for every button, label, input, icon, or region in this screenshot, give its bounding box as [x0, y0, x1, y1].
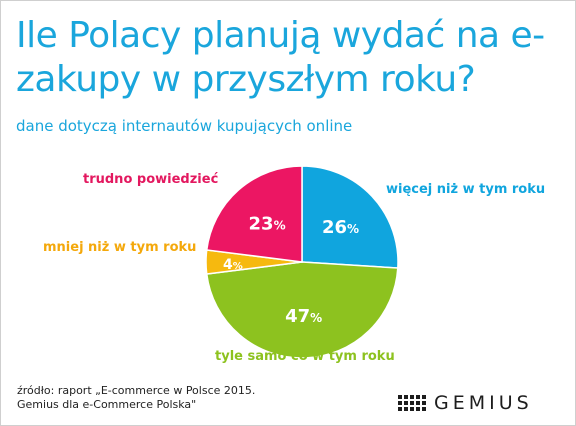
pie-slice-same: [205, 261, 399, 359]
pie-value-same: 47%: [285, 306, 322, 327]
source-line-1: źródło: raport „E-commerce w Polsce 2015…: [17, 384, 256, 397]
logo-text: GEMIUS: [434, 392, 533, 414]
chart-title: Ile Polacy planują wydać na e-zakupy w p…: [16, 15, 545, 100]
pie-value-hard-to-say: 23%: [249, 213, 286, 234]
legend-label-same: tyle samo co w tym roku: [215, 349, 395, 364]
pie-value-more: 26%: [322, 217, 359, 238]
gemius-logo: GEMIUS: [398, 392, 533, 414]
source-line-2: Gemius dla e-Commerce Polska": [17, 398, 197, 411]
logo-dots-icon: [398, 395, 426, 411]
chart-subtitle: dane dotyczą internautów kupujących onli…: [16, 117, 353, 135]
pie-slice-more: [301, 165, 399, 269]
legend-label-hard-to-say: trudno powiedzieć: [83, 172, 219, 187]
pie-slice-hard-to-say: [205, 165, 303, 263]
source-note: źródło: raport „E-commerce w Polsce 2015…: [17, 384, 255, 412]
pie-value-less: 4%: [223, 257, 243, 273]
legend-label-more: więcej niż w tym roku: [386, 182, 546, 197]
legend-label-less: mniej niż w tym roku: [43, 240, 197, 255]
